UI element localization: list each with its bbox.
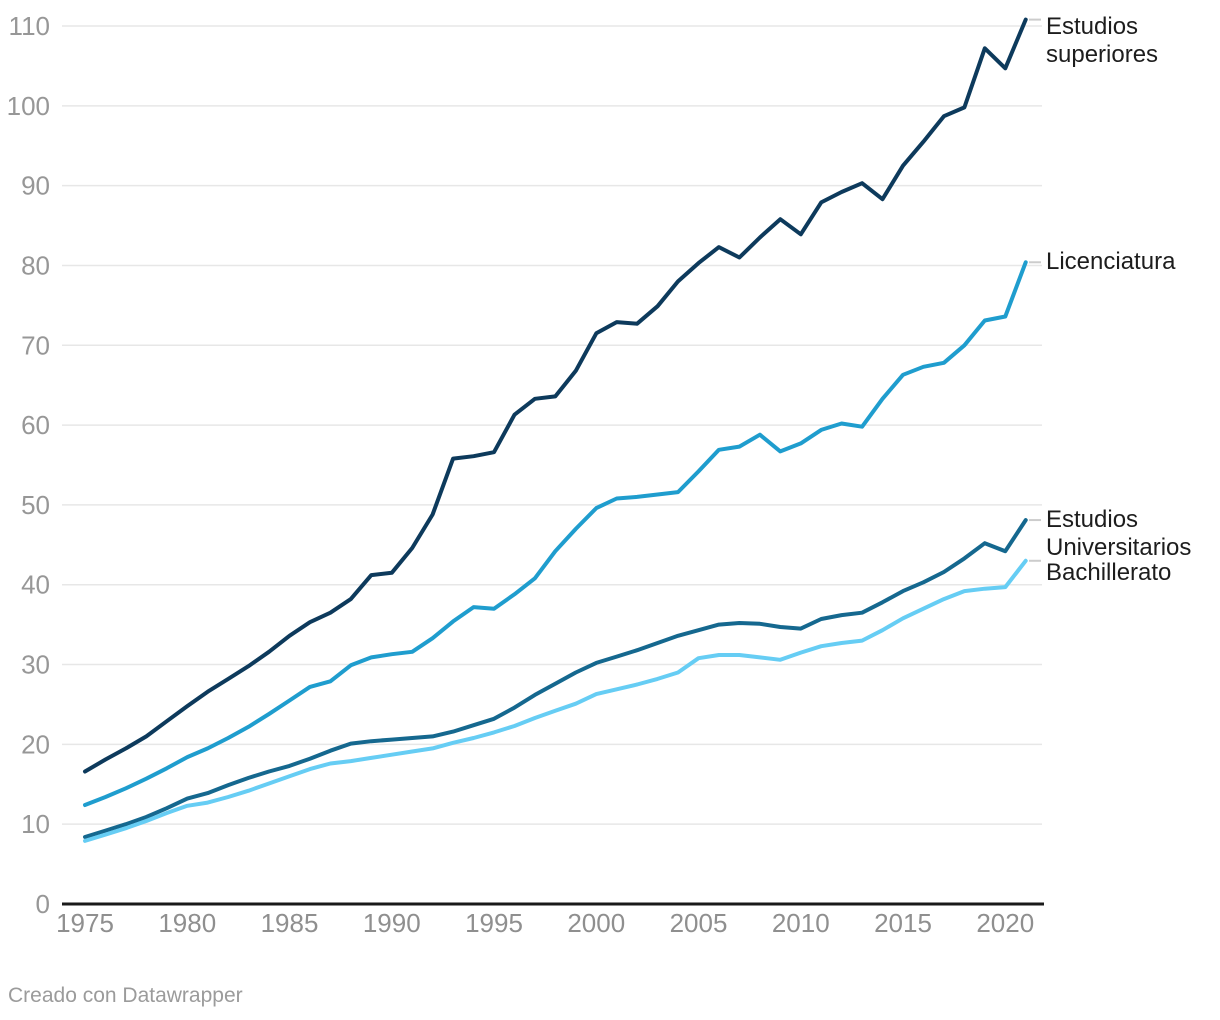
x-tick-label: 1990 [363,908,421,938]
series-label-line: Universitarios [1046,534,1192,562]
x-tick-label: 2000 [567,908,625,938]
series-label-estudios-universitarios: Estudios Universitarios [1046,506,1191,562]
series-label-licenciatura: Licenciatura [1046,248,1175,276]
line-licenciatura [83,260,1028,807]
y-tick-label: 60 [21,410,50,440]
x-tick-label: 2015 [874,908,932,938]
series-label-estudios-superiores: Estudios superiores [1046,13,1158,69]
x-tick-label: 2005 [670,908,728,938]
y-tick-label: 20 [21,729,50,759]
series-label-line: Estudios [1046,12,1139,40]
line-bachillerato [83,558,1028,843]
y-tick-label: 0 [36,889,50,919]
series-label-line: Licenciatura [1046,248,1176,276]
x-tick-label: 1985 [261,908,319,938]
series-label-line: Bachillerato [1046,558,1172,586]
y-tick-label: 100 [7,91,50,121]
y-tick-label: 10 [21,809,50,839]
line-estudios-superiores [83,17,1028,774]
x-tick-label: 2010 [772,908,830,938]
series-label-line: Estudios [1046,506,1139,534]
x-tick-label: 1975 [56,908,114,938]
y-tick-label: 50 [21,490,50,520]
x-tick-label: 1980 [158,908,216,938]
x-tick-label: 1995 [465,908,523,938]
y-tick-label: 30 [21,650,50,680]
y-tick-label: 110 [9,11,50,41]
x-tick-label: 2020 [976,908,1034,938]
series-label-bachillerato: Bachillerato [1046,559,1171,587]
y-tick-label: 80 [21,250,50,280]
line-estudios-universitarios [83,518,1028,839]
y-tick-label: 70 [21,330,50,360]
series-label-line: superiores [1046,40,1159,68]
y-tick-label: 40 [21,570,50,600]
y-tick-label: 90 [21,171,50,201]
datawrapper-credit: Creado con Datawrapper [8,984,243,1007]
